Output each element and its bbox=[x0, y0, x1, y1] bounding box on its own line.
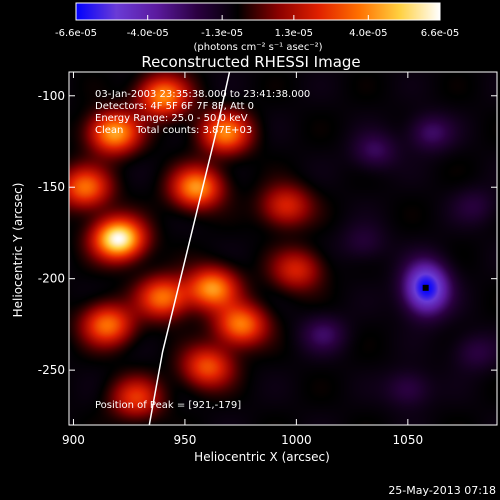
colorbar: -6.6e-05 -4.0e-05 -1.3e-05 1.3e-05 4.0e-05 6.… bbox=[55, 2, 459, 53]
annotation-time: 03-Jan-2003 23:35:38.000 to 23:41:38.000 bbox=[95, 89, 310, 100]
x-tick-label: 900 bbox=[62, 433, 85, 447]
annotations: 03-Jan-2003 23:35:38.000 to 23:41:38.000… bbox=[95, 89, 310, 411]
colorbar-ticks: -6.6e-05 -4.0e-05 -1.3e-05 1.3e-05 4.0e-05 6.… bbox=[55, 15, 459, 39]
chart-title: Reconstructed RHESSI Image bbox=[141, 53, 360, 71]
y-tick-label: -200 bbox=[38, 272, 65, 286]
y-axis-label: Heliocentric Y (arcsec) bbox=[11, 183, 25, 318]
x-tick-label: 950 bbox=[173, 433, 196, 447]
axis-ticks: 900 950 1000 1050 -100 -150 -200 -250 bbox=[38, 72, 497, 447]
y-tick-label: -150 bbox=[38, 180, 65, 194]
minimum-marker bbox=[422, 284, 429, 291]
plot-area: 900 950 1000 1050 -100 -150 -200 -250 bbox=[38, 71, 498, 447]
source-marks bbox=[422, 284, 429, 291]
colorbar-tick-label: 4.0e-05 bbox=[349, 28, 387, 39]
colorbar-gradient bbox=[75, 2, 441, 21]
colorbar-tick-label: -6.6e-05 bbox=[55, 28, 97, 39]
plot-frame bbox=[68, 71, 498, 426]
x-axis-label: Heliocentric X (arcsec) bbox=[194, 450, 330, 464]
annotation-detectors: Detectors: 4F 5F 6F 7F 8F, Att 0 bbox=[95, 101, 254, 112]
colorbar-tick-label: 6.6e-05 bbox=[421, 28, 459, 39]
footer-timestamp: 25-May-2013 07:18 bbox=[388, 484, 496, 497]
colorbar-tick-label: 1.3e-05 bbox=[275, 28, 313, 39]
solar-limb-curve bbox=[148, 71, 231, 426]
x-tick-label: 1000 bbox=[281, 433, 312, 447]
y-tick-label: -250 bbox=[38, 363, 65, 377]
annotation-peak: Position of Peak = [921,-179] bbox=[95, 400, 241, 411]
x-tick-label: 1050 bbox=[393, 433, 424, 447]
annotation-clean: Clean Total counts: 3.87E+03 bbox=[95, 125, 252, 136]
colorbar-tick-label: -4.0e-05 bbox=[127, 28, 169, 39]
colorbar-units: (photons cm⁻² s⁻¹ asec⁻²) bbox=[193, 42, 322, 53]
annotation-energy: Energy Range: 25.0 - 50.0 keV bbox=[95, 113, 248, 124]
heatmap-image bbox=[69, 72, 497, 425]
y-tick-label: -100 bbox=[38, 89, 65, 103]
colorbar-tick-label: -1.3e-05 bbox=[201, 28, 243, 39]
